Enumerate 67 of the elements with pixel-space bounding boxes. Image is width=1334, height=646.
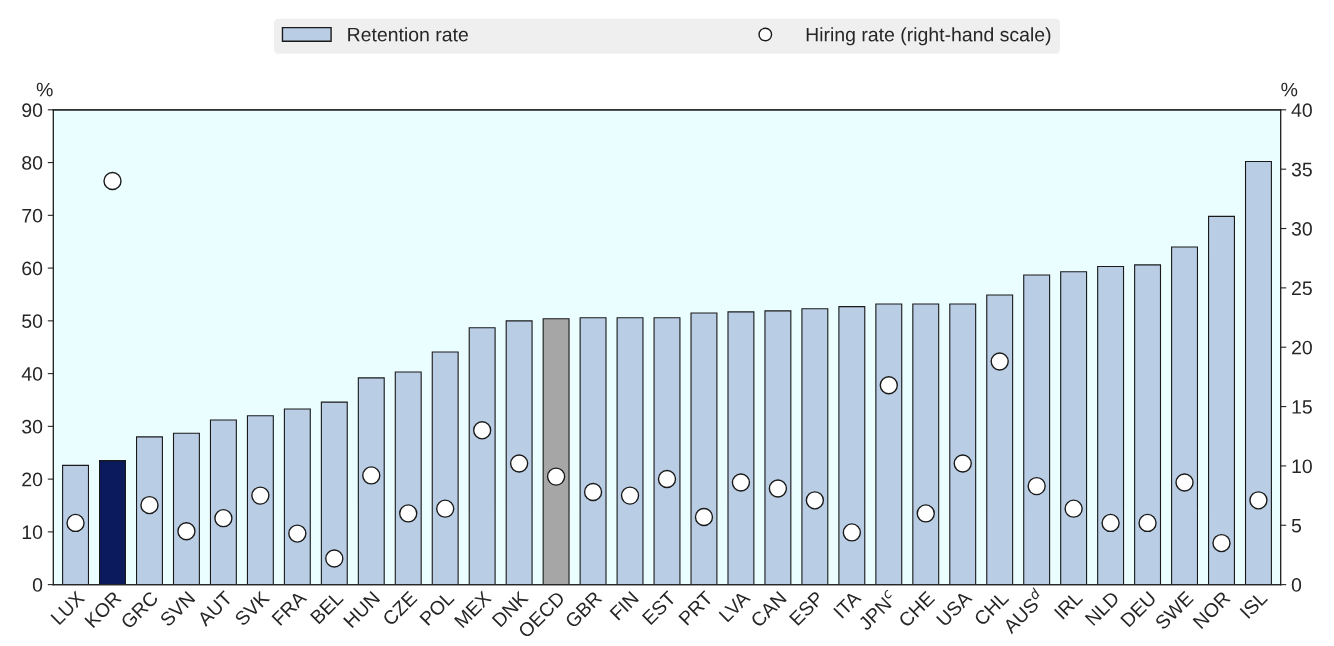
y2-tick-label: 0 (1291, 578, 1302, 592)
x-tick-label: ISL (1239, 590, 1269, 619)
point (1064, 499, 1083, 518)
y-tick-label: 20 (22, 472, 43, 487)
point (694, 507, 714, 527)
point (1101, 513, 1120, 533)
point (583, 482, 603, 502)
y2-axis-title: % (1281, 82, 1298, 97)
point (1175, 473, 1194, 492)
legend-label: Hiring rate (right-hand scale) (806, 27, 1051, 46)
point (990, 352, 1009, 371)
y-tick-label: 40 (21, 367, 43, 381)
point (731, 473, 751, 492)
point (620, 486, 640, 505)
point (436, 499, 455, 518)
x-tick-label: FIN (609, 591, 639, 621)
point (1027, 476, 1046, 496)
point (546, 467, 566, 486)
y2-tick-label: 30 (1291, 221, 1312, 236)
point (177, 522, 196, 541)
point (879, 376, 898, 395)
y-tick-label: 30 (22, 419, 43, 434)
y2-tick-label: 40 (1291, 103, 1312, 118)
point (399, 504, 418, 523)
y2-tick-label: 5 (1291, 518, 1302, 533)
point (472, 421, 492, 440)
y2-tick-label: 10 (1292, 459, 1312, 474)
point (842, 523, 862, 542)
y-tick-label: 60 (22, 261, 43, 276)
x-tick-label: CZE (381, 590, 418, 627)
point (509, 454, 529, 473)
y-tick-label: 0 (32, 578, 43, 592)
x-tick-label: NLD (1084, 590, 1120, 626)
point (66, 513, 85, 533)
point (1249, 491, 1268, 510)
x-tick-label: LVA (718, 590, 751, 623)
x-tick-label: FRA (271, 590, 308, 626)
point (768, 479, 788, 498)
point (657, 469, 677, 489)
y-tick-label: 10 (22, 525, 43, 540)
y2-tick-label: 20 (1292, 340, 1312, 355)
y2-tick-label: 35 (1291, 162, 1312, 177)
point (805, 491, 825, 510)
x-tick-label: BEL (309, 590, 344, 625)
point (325, 549, 344, 568)
point (362, 466, 381, 485)
point (140, 495, 159, 515)
point (1212, 533, 1231, 553)
x-tick-label: ITA (833, 590, 862, 619)
y2-tick-label: 25 (1292, 281, 1312, 296)
point (953, 454, 972, 473)
point (103, 171, 122, 191)
point (1138, 513, 1157, 533)
y-tick-label: 70 (22, 208, 43, 223)
y-tick-label: 80 (22, 156, 43, 170)
point (288, 524, 307, 543)
y-tick-label: 50 (22, 314, 43, 329)
y-axis-title: % (36, 82, 53, 97)
x-tick-label: POL (419, 590, 455, 626)
point (916, 504, 935, 523)
y-tick-label: 90 (22, 103, 43, 118)
legend-label: Retention rate (348, 27, 468, 42)
point (214, 508, 233, 528)
x-tick-label: USA (935, 589, 973, 627)
y2-tick-label: 15 (1292, 400, 1312, 414)
x-tick-label: IRL (1054, 590, 1084, 620)
point (251, 486, 270, 505)
